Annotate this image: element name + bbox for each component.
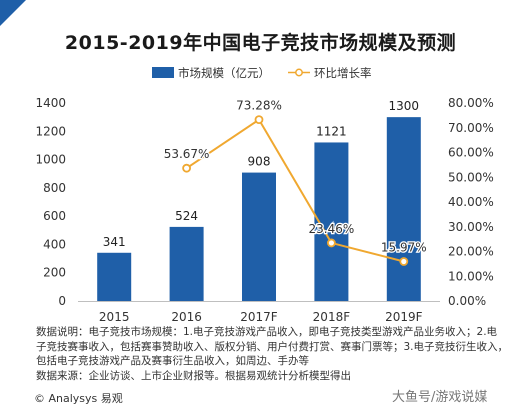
x-tick-label: 2016: [171, 310, 202, 324]
line-point: [326, 238, 336, 248]
y-tick-right: 50.00%: [448, 170, 494, 184]
legend-marker-line: [295, 68, 303, 77]
line-value-label: 23.46%: [309, 222, 355, 236]
bar-value-label: 908: [248, 155, 271, 169]
bar-value-label: 341: [103, 235, 126, 249]
bar: [169, 226, 204, 301]
line-series: 53.67% 73.28% 23.46% 15.97%: [162, 97, 428, 266]
bar-series: 341 524 908 1121 1300: [97, 99, 421, 302]
bar-value-label: 524: [175, 209, 198, 223]
bar-value-label: 1121: [316, 124, 347, 138]
line-value-label: 73.28%: [236, 99, 282, 113]
line-point: [182, 163, 192, 173]
y-tick-right: 60.00%: [448, 146, 494, 160]
y-tick-left: 0: [58, 294, 66, 308]
x-axis: 2015 2016 2017F 2018F 2019F: [78, 301, 440, 324]
bar: [242, 172, 276, 301]
note-line: 子竞技赛事收入，包括赛事赞助收入、版权分销、用户付费打赏、赛事门票等；3.电子竞…: [36, 340, 506, 353]
y-tick-left: 800: [43, 181, 66, 195]
y-tick-left: 400: [43, 237, 66, 251]
y-tick-right: 40.00%: [448, 195, 494, 209]
analysys-logo: © Analysys 易观: [34, 392, 123, 405]
growth-line: [186, 118, 405, 263]
legend-swatch-bar: [152, 67, 174, 78]
y-axis-right: 0.00% 10.00% 20.00% 30.00% 40.00% 50.00% 60.00…: [448, 96, 494, 308]
legend-label-line: 环比增长率: [314, 66, 372, 80]
y-axis-left: 0 200 400 600 800 1000 1200 1400: [35, 96, 66, 308]
bar-value-label: 1300: [389, 99, 420, 113]
note-line: 数据来源：企业访谈、上市企业财报等。根据易观统计分析模型得出: [36, 369, 351, 382]
bar: [386, 117, 421, 302]
line-value-label: 53.67%: [164, 147, 210, 161]
corner-accent: [0, 0, 26, 26]
y-tick-left: 1200: [35, 124, 66, 138]
note-line: 包括电子竞技游戏产品及赛事衍生品收入，如周边、手办等: [36, 355, 309, 367]
note-line: 数据说明：电子竞技市场规模：1.电子竞技游戏产品收入，即电子竞技类型游戏产品业务…: [36, 326, 498, 338]
legend: 市场规模（亿元） 环比增长率: [152, 66, 372, 80]
x-tick-label: 2015: [99, 310, 130, 324]
y-tick-left: 200: [43, 266, 66, 280]
y-tick-left: 600: [43, 209, 66, 223]
bar: [97, 252, 132, 301]
y-tick-right: 10.00%: [448, 269, 494, 283]
line-point: [254, 115, 264, 125]
legend-label-bar: 市场规模（亿元）: [178, 66, 270, 80]
chart-title: 2015-2019年中国电子竞技市场规模及预测: [64, 32, 457, 54]
y-tick-right: 30.00%: [448, 220, 494, 234]
watermark: 大鱼号/游戏说媒: [392, 390, 488, 405]
data-notes: 数据说明：电子竞技市场规模：1.电子竞技游戏产品收入，即电子竞技类型游戏产品业务…: [36, 325, 506, 383]
x-tick-label: 2018F: [313, 310, 351, 324]
line-point: [399, 257, 409, 266]
line-value-label: 15.97%: [381, 240, 427, 254]
x-tick-label: 2017F: [240, 310, 278, 324]
y-tick-right: 20.00%: [448, 245, 494, 259]
x-tick-label: 2019F: [385, 310, 423, 324]
y-tick-left: 1000: [35, 153, 66, 167]
y-tick-right: 70.00%: [448, 121, 494, 135]
y-tick-right: 0.00%: [448, 294, 486, 308]
y-tick-left: 1400: [35, 96, 66, 110]
y-tick-right: 80.00%: [448, 96, 494, 110]
